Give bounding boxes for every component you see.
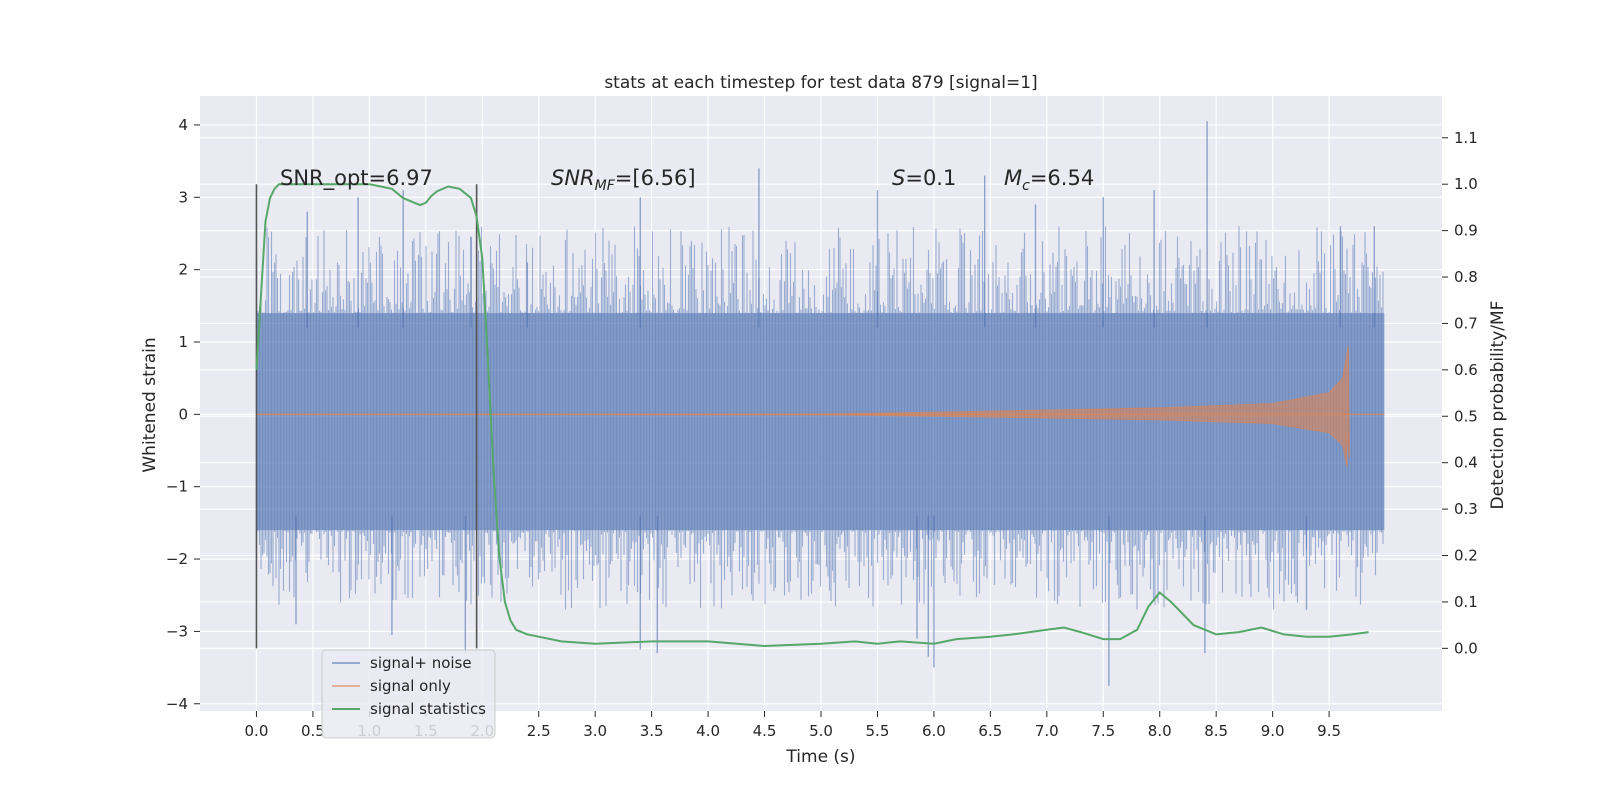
chart-title: stats at each timestep for test data 879… xyxy=(604,73,1037,93)
x-tick-label: 5.5 xyxy=(866,722,890,740)
y2-axis-ticks: 1.1 1.0 0.9 0.8 0.7 0.6 0.5 0.4 0.3 0.2 0.1 0.0 xyxy=(1442,129,1478,657)
y2-tick-label: 0.7 xyxy=(1454,314,1478,332)
legend-box xyxy=(321,649,496,739)
x-tick-label: 9.5 xyxy=(1317,722,1341,740)
annotation-mc-value: =6.54 xyxy=(1030,166,1094,190)
legend: signal+ noise signal only signal statist… xyxy=(321,649,496,739)
x-tick-label: 7.5 xyxy=(1091,722,1115,740)
y2-tick-label: 0.2 xyxy=(1454,547,1478,565)
y-axis-label: Whitened strain xyxy=(140,337,160,472)
annotation-s-value: =0.1 xyxy=(905,166,956,190)
y-tick-label: 1 xyxy=(178,333,188,351)
annotation-mc-base: M xyxy=(1004,166,1022,190)
x-tick-label: 8.5 xyxy=(1204,722,1228,740)
annotation-snr-mf-value: =[6.56] xyxy=(615,166,696,190)
y-tick-label: −2 xyxy=(166,550,188,568)
x-tick-label: 6.5 xyxy=(978,722,1002,740)
y2-tick-label: 0.4 xyxy=(1454,454,1478,472)
annotation-mc: Mc=6.54 xyxy=(1004,166,1094,194)
annotation-snr-mf-sub: MF xyxy=(595,178,616,194)
y-tick-label: −4 xyxy=(166,695,188,713)
y2-tick-label: 1.1 xyxy=(1454,129,1478,147)
x-tick-label: 4.0 xyxy=(696,722,720,740)
x-tick-label: 5.0 xyxy=(809,722,833,740)
vertical-markers xyxy=(255,184,478,649)
annotation-mc-sub: c xyxy=(1022,178,1030,194)
legend-label-signal-only: signal only xyxy=(370,677,451,695)
x-tick-label: 6.0 xyxy=(922,722,946,740)
x-tick-label: 7.0 xyxy=(1035,722,1059,740)
y-tick-label: 0 xyxy=(178,405,188,423)
x-tick-label: 3.0 xyxy=(583,722,607,740)
y-tick-label: 4 xyxy=(178,116,188,134)
y2-tick-label: 0.5 xyxy=(1454,407,1478,425)
annotation-snr-mf-base: SNR xyxy=(551,166,595,190)
statistics-line xyxy=(255,183,1369,648)
y-tick-label: −3 xyxy=(166,622,188,640)
x-tick-label: 9.0 xyxy=(1261,722,1285,740)
x-tick-label: 0.5 xyxy=(301,722,325,740)
legend-label-signal-statistics: signal statistics xyxy=(370,700,486,718)
y2-tick-label: 0.3 xyxy=(1454,500,1478,518)
y-tick-label: 2 xyxy=(178,261,188,279)
annotation-snr-opt: SNR_opt=6.97 xyxy=(280,166,433,191)
x-tick-label: 8.0 xyxy=(1148,722,1172,740)
y2-tick-label: 0.6 xyxy=(1454,361,1478,379)
y2-tick-label: 1.0 xyxy=(1454,175,1478,193)
y2-tick-label: 0.9 xyxy=(1454,222,1478,240)
y2-tick-label: 0.1 xyxy=(1454,593,1478,611)
annotation-snr-mf: SNRMF=[6.56] xyxy=(551,166,696,194)
y-tick-label: −1 xyxy=(166,478,188,496)
x-tick-label: 4.5 xyxy=(753,722,777,740)
legend-label-signal-plus-noise: signal+ noise xyxy=(370,654,472,672)
y-axis-ticks: 4 3 2 1 0 −1 −2 −3 −4 xyxy=(166,116,200,713)
y-tick-label: 3 xyxy=(178,188,188,206)
series-signal-statistics xyxy=(255,183,1369,648)
annotation-s: S=0.1 xyxy=(892,166,956,190)
x-tick-label: 3.5 xyxy=(640,722,664,740)
y2-axis-label: Detection probability/MF xyxy=(1488,301,1508,510)
x-axis-label: Time (s) xyxy=(785,747,855,767)
x-tick-label: 2.5 xyxy=(527,722,551,740)
annotation-s-base: S xyxy=(892,166,905,190)
y2-tick-label: 0.8 xyxy=(1454,268,1478,286)
y2-tick-label: 0.0 xyxy=(1454,639,1478,657)
x-tick-label: 0.0 xyxy=(245,722,269,740)
series-signal-only xyxy=(256,345,1385,468)
